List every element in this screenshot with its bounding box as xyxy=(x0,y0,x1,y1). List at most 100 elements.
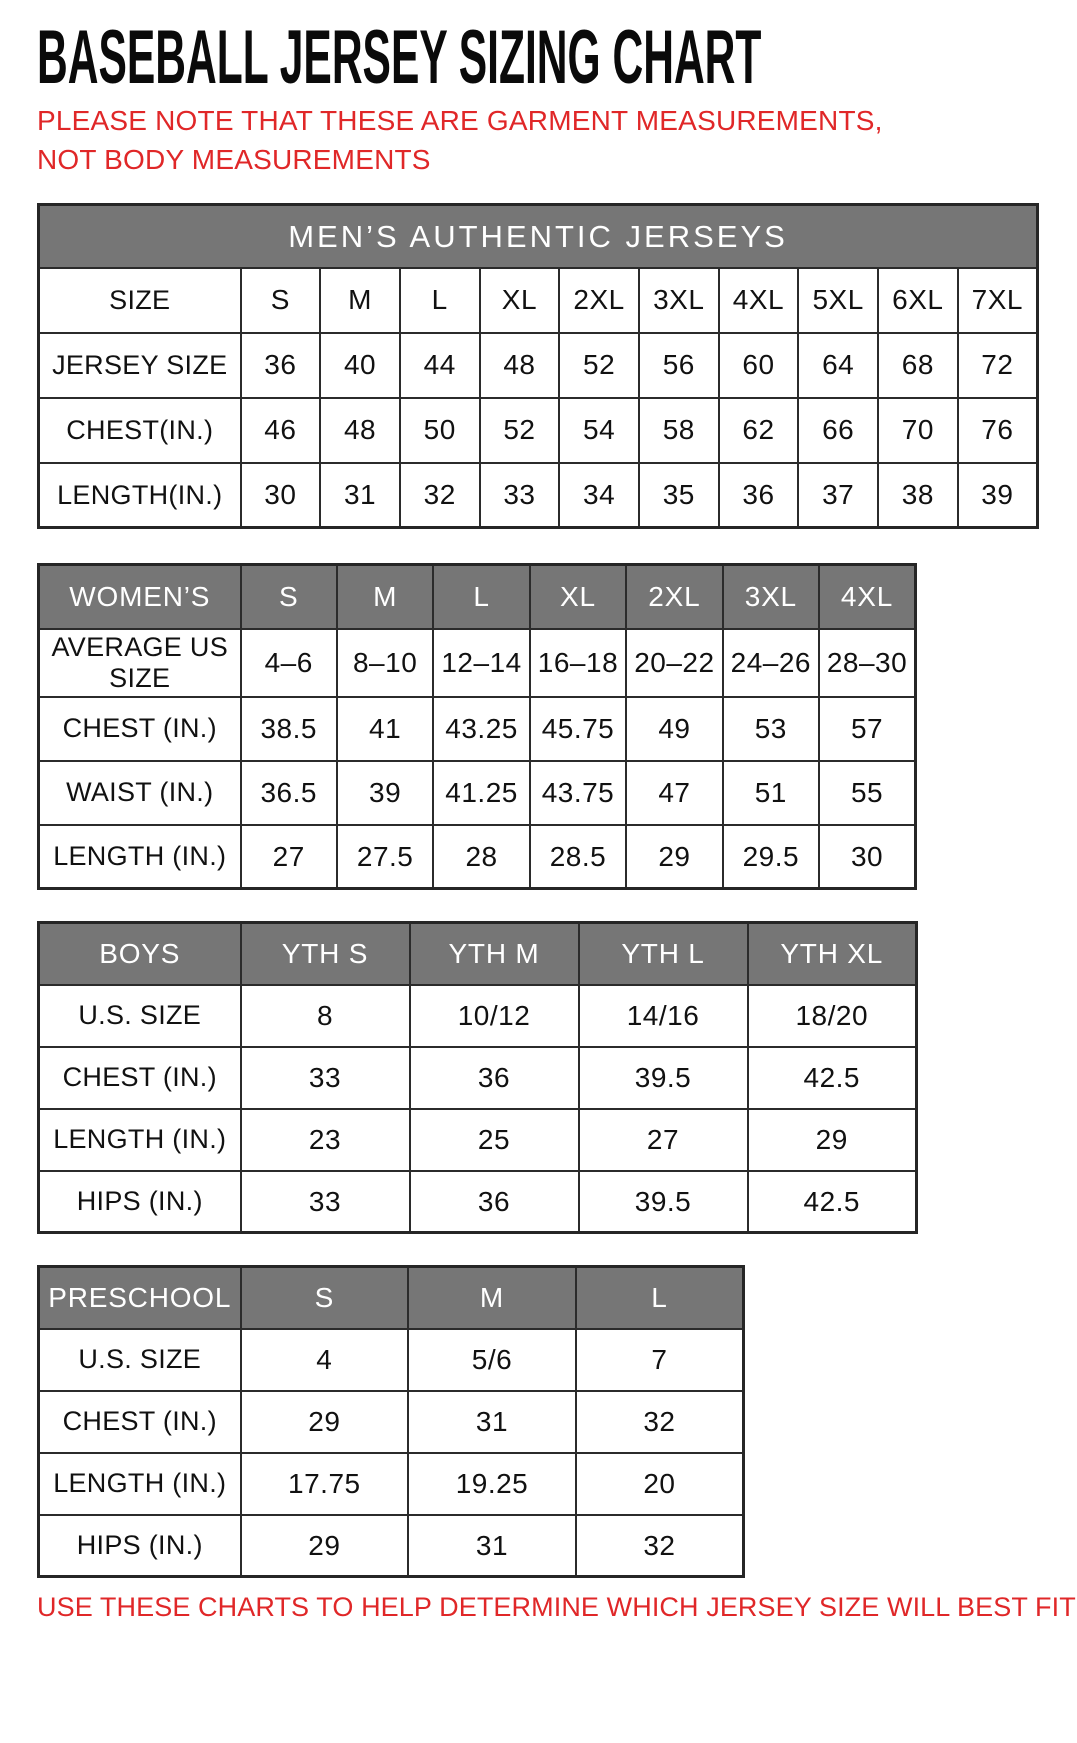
garment-measurements-note: PLEASE NOTE THAT THESE ARE GARMENT MEASU… xyxy=(37,105,883,175)
table-cell: 2XL xyxy=(558,266,640,334)
row-label: LENGTH (IN.) xyxy=(37,823,242,890)
table-header-label: BOYS xyxy=(37,921,242,986)
mens-authentic-jerseys-table: MEN’S AUTHENTIC JERSEYS SIZE S M L XL 2XL 3XL 4X… xyxy=(37,203,1039,530)
table-cell: 25 xyxy=(408,1107,580,1172)
table-cell: 52 xyxy=(558,331,640,399)
row-label: WAIST (IN.) xyxy=(37,759,242,826)
table-cell: 44 xyxy=(398,331,481,399)
table-cell: 72 xyxy=(956,331,1039,399)
table-cell: 64 xyxy=(797,331,879,399)
table-row: LENGTH (IN.) 27 27.5 28 28.5 29 29.5 30 xyxy=(37,823,917,890)
table-cell: 33 xyxy=(239,1045,411,1110)
table-cell: 30 xyxy=(239,461,322,529)
table-cell: 43.25 xyxy=(432,695,531,762)
table-cell: 31 xyxy=(407,1513,577,1578)
row-label: JERSEY SIZE xyxy=(37,331,242,399)
womens-sizing-table: WOMEN’S S M L XL 2XL 3XL 4XL AVERAGE US SIZE 4–6 8… xyxy=(37,563,917,891)
table-cell: 60 xyxy=(717,331,800,399)
table-cell: 27 xyxy=(577,1107,749,1172)
row-label: U.S. SIZE xyxy=(37,1327,242,1392)
table-cell: 38.5 xyxy=(239,695,338,762)
table-cell: L xyxy=(398,266,481,334)
table-cell: 3XL xyxy=(637,266,720,334)
table-header-row: BOYS YTH S YTH M YTH L YTH XL xyxy=(37,921,918,986)
table-cell: 68 xyxy=(877,331,959,399)
table-cell: M xyxy=(319,266,401,334)
table-cell: 5XL xyxy=(797,266,879,334)
table-cell: 48 xyxy=(478,331,561,399)
column-header: 3XL xyxy=(721,563,821,630)
table-cell: 57 xyxy=(818,695,917,762)
table-row: CHEST (IN.) 29 31 32 xyxy=(37,1389,745,1454)
column-header: M xyxy=(407,1265,577,1330)
table-header-row: WOMEN’S S M L XL 2XL 3XL 4XL xyxy=(37,563,917,630)
table-cell: 8–10 xyxy=(335,627,435,698)
column-header: 4XL xyxy=(818,563,917,630)
table-row: SIZE S M L XL 2XL 3XL 4XL 5XL 6XL 7XL xyxy=(37,266,1039,334)
table-cell: 14/16 xyxy=(577,983,749,1048)
table-cell: 66 xyxy=(797,396,879,464)
table-cell: 56 xyxy=(637,331,720,399)
table-cell: 20–22 xyxy=(625,627,724,698)
table-cell: 39.5 xyxy=(577,1045,749,1110)
boys-sizing-table: BOYS YTH S YTH M YTH L YTH XL U.S. SIZE 8 10/12… xyxy=(37,921,918,1235)
table-cell: 32 xyxy=(574,1513,745,1578)
row-label: HIPS (IN.) xyxy=(37,1513,242,1578)
row-label: CHEST (IN.) xyxy=(37,1389,242,1454)
row-label: HIPS (IN.) xyxy=(37,1169,242,1234)
table-cell: 29 xyxy=(239,1389,410,1454)
table-cell: 48 xyxy=(319,396,401,464)
table-cell: 7 xyxy=(574,1327,745,1392)
sizing-chart-page: BASEBALL JERSEY SIZING CHART PLEASE NOTE… xyxy=(37,20,1077,1623)
footer-note: USE THESE CHARTS TO HELP DETERMINE WHICH… xyxy=(37,1592,1077,1623)
table-cell: 8 xyxy=(239,983,411,1048)
column-header: YTH L xyxy=(577,921,749,986)
row-label: LENGTH(IN.) xyxy=(37,461,242,529)
row-label: CHEST (IN.) xyxy=(37,695,242,762)
table-cell: 52 xyxy=(478,396,561,464)
table-cell: 27.5 xyxy=(335,823,435,890)
table-cell: 50 xyxy=(398,396,481,464)
table-cell: 46 xyxy=(239,396,322,464)
table-cell: 45.75 xyxy=(528,695,628,762)
table-cell: 31 xyxy=(407,1389,577,1454)
table-cell: 47 xyxy=(625,759,724,826)
table-row: CHEST(IN.) 46 48 50 52 54 58 62 66 70 76 xyxy=(37,396,1039,464)
table-header-label: PRESCHOOL xyxy=(37,1265,242,1330)
row-label: CHEST (IN.) xyxy=(37,1045,242,1110)
column-header: YTH XL xyxy=(746,921,918,986)
table-cell: 28.5 xyxy=(528,823,628,890)
table-cell: 43.75 xyxy=(528,759,628,826)
row-label: LENGTH (IN.) xyxy=(37,1107,242,1172)
table-cell: 30 xyxy=(818,823,917,890)
table-cell: 6XL xyxy=(877,266,959,334)
row-label: AVERAGE US SIZE xyxy=(37,627,242,698)
page-title: BASEBALL JERSEY SIZING CHART xyxy=(37,20,1077,96)
row-label: U.S. SIZE xyxy=(37,983,242,1048)
table-row: LENGTH(IN.) 30 31 32 33 34 35 36 37 38 39 xyxy=(37,461,1039,529)
table-cell: 36 xyxy=(239,331,322,399)
table-row: CHEST (IN.) 38.5 41 43.25 45.75 49 53 57 xyxy=(37,695,917,762)
table-cell: 4–6 xyxy=(239,627,338,698)
table-cell: 24–26 xyxy=(721,627,821,698)
table-cell: 29 xyxy=(239,1513,410,1578)
table-cell: 33 xyxy=(239,1169,411,1234)
table-cell: 37 xyxy=(797,461,879,529)
table-cell: XL xyxy=(478,266,561,334)
table-cell: 33 xyxy=(478,461,561,529)
table-title: MEN’S AUTHENTIC JERSEYS xyxy=(37,203,1039,269)
table-cell: 41.25 xyxy=(432,759,531,826)
table-cell: S xyxy=(239,266,322,334)
table-cell: 17.75 xyxy=(239,1451,410,1516)
table-cell: 39 xyxy=(335,759,435,826)
column-header: S xyxy=(239,563,338,630)
table-header-row: PRESCHOOL S M L xyxy=(37,1265,745,1330)
column-header: XL xyxy=(528,563,628,630)
row-label: CHEST(IN.) xyxy=(37,396,242,464)
table-cell: 70 xyxy=(877,396,959,464)
table-cell: 12–14 xyxy=(432,627,531,698)
row-label: LENGTH (IN.) xyxy=(37,1451,242,1516)
table-cell: 55 xyxy=(818,759,917,826)
table-cell: 34 xyxy=(558,461,640,529)
table-cell: 51 xyxy=(721,759,821,826)
